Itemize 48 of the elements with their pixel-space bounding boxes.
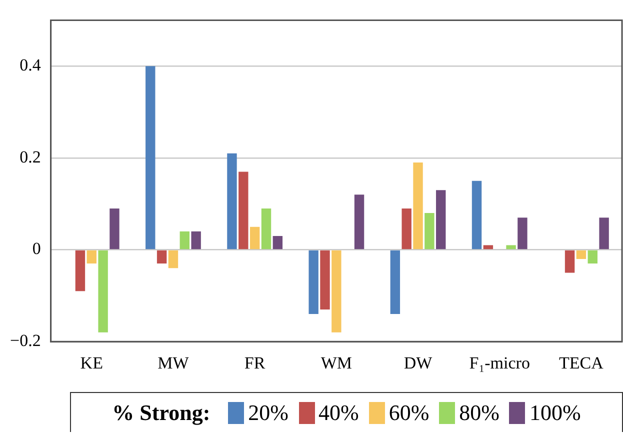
y-tick-label: −0.2 — [10, 331, 41, 350]
y-tick-label: 0.2 — [20, 147, 41, 166]
legend-label: 80% — [459, 400, 500, 426]
bar — [110, 208, 120, 250]
bar — [506, 245, 516, 250]
bar — [518, 218, 528, 250]
bar — [564, 250, 575, 273]
bar — [472, 180, 482, 250]
x-tick-label: DW — [404, 353, 434, 372]
bar — [483, 245, 494, 250]
bar — [250, 226, 260, 250]
bar — [436, 190, 446, 250]
bar — [168, 250, 178, 268]
x-tick-label: WM — [320, 353, 352, 372]
bar — [308, 250, 318, 314]
x-tick-label: FR — [244, 353, 266, 372]
x-tick-label: TECA — [559, 353, 604, 372]
bar — [576, 250, 586, 259]
y-tick-label: 0.4 — [20, 56, 42, 75]
bar — [402, 208, 412, 250]
legend-title: % Strong: — [112, 400, 210, 426]
legend-label: 20% — [248, 400, 288, 426]
legend-label: 40% — [318, 400, 359, 426]
x-tick-label: MW — [158, 353, 190, 372]
x-tick-label: F₁-micro — [469, 353, 530, 372]
bar — [191, 231, 201, 250]
bar — [98, 250, 108, 332]
bar — [261, 208, 272, 250]
bar — [86, 250, 96, 264]
bar — [413, 162, 423, 250]
bar — [332, 250, 342, 332]
bar — [424, 213, 434, 250]
bar — [146, 66, 156, 250]
legend-label: 60% — [388, 400, 430, 426]
x-tick-label: KE — [80, 353, 103, 372]
bar — [599, 218, 609, 250]
bar — [272, 236, 283, 250]
legend-label: 100% — [529, 400, 581, 426]
bar — [75, 250, 86, 292]
bar — [390, 250, 400, 314]
bar — [227, 153, 237, 250]
bar — [354, 194, 364, 250]
bar — [180, 231, 190, 250]
bar — [320, 250, 330, 310]
bar — [156, 250, 167, 264]
bar — [238, 172, 248, 250]
y-tick-label: 0 — [32, 239, 41, 258]
bar — [588, 250, 598, 264]
